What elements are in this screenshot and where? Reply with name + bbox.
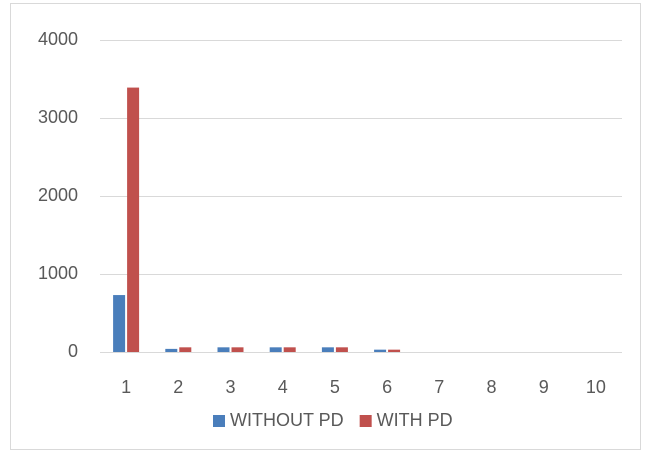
legend-label: WITHOUT PD [230, 410, 344, 430]
bar [335, 347, 348, 352]
x-tick-label: 8 [486, 377, 496, 397]
bar [127, 87, 140, 352]
y-tick-label: 2000 [38, 185, 78, 205]
bar [283, 347, 296, 352]
bar [374, 349, 387, 352]
x-tick-label: 10 [586, 377, 606, 397]
x-tick-label: 3 [225, 377, 235, 397]
bar [165, 348, 178, 352]
y-tick-label: 0 [68, 341, 78, 361]
x-tick-label: 4 [278, 377, 288, 397]
x-tick-label: 7 [434, 377, 444, 397]
y-tick-label: 1000 [38, 263, 78, 283]
bar [179, 347, 192, 352]
legend-swatch [359, 415, 372, 427]
x-tick-label: 1 [121, 377, 131, 397]
x-tick-label: 5 [330, 377, 340, 397]
legend-swatch [213, 415, 225, 427]
bar [113, 295, 126, 352]
x-tick-label: 9 [539, 377, 549, 397]
bar [388, 349, 401, 352]
y-tick-label: 4000 [38, 29, 78, 49]
bar [321, 347, 334, 352]
y-tick-label: 3000 [38, 107, 78, 127]
bar [231, 347, 244, 352]
x-tick-label: 6 [382, 377, 392, 397]
x-tick-label: 2 [173, 377, 183, 397]
bar [269, 347, 282, 352]
legend-label: WITH PD [377, 410, 453, 430]
chart-frame [10, 3, 641, 450]
bar [217, 347, 230, 352]
